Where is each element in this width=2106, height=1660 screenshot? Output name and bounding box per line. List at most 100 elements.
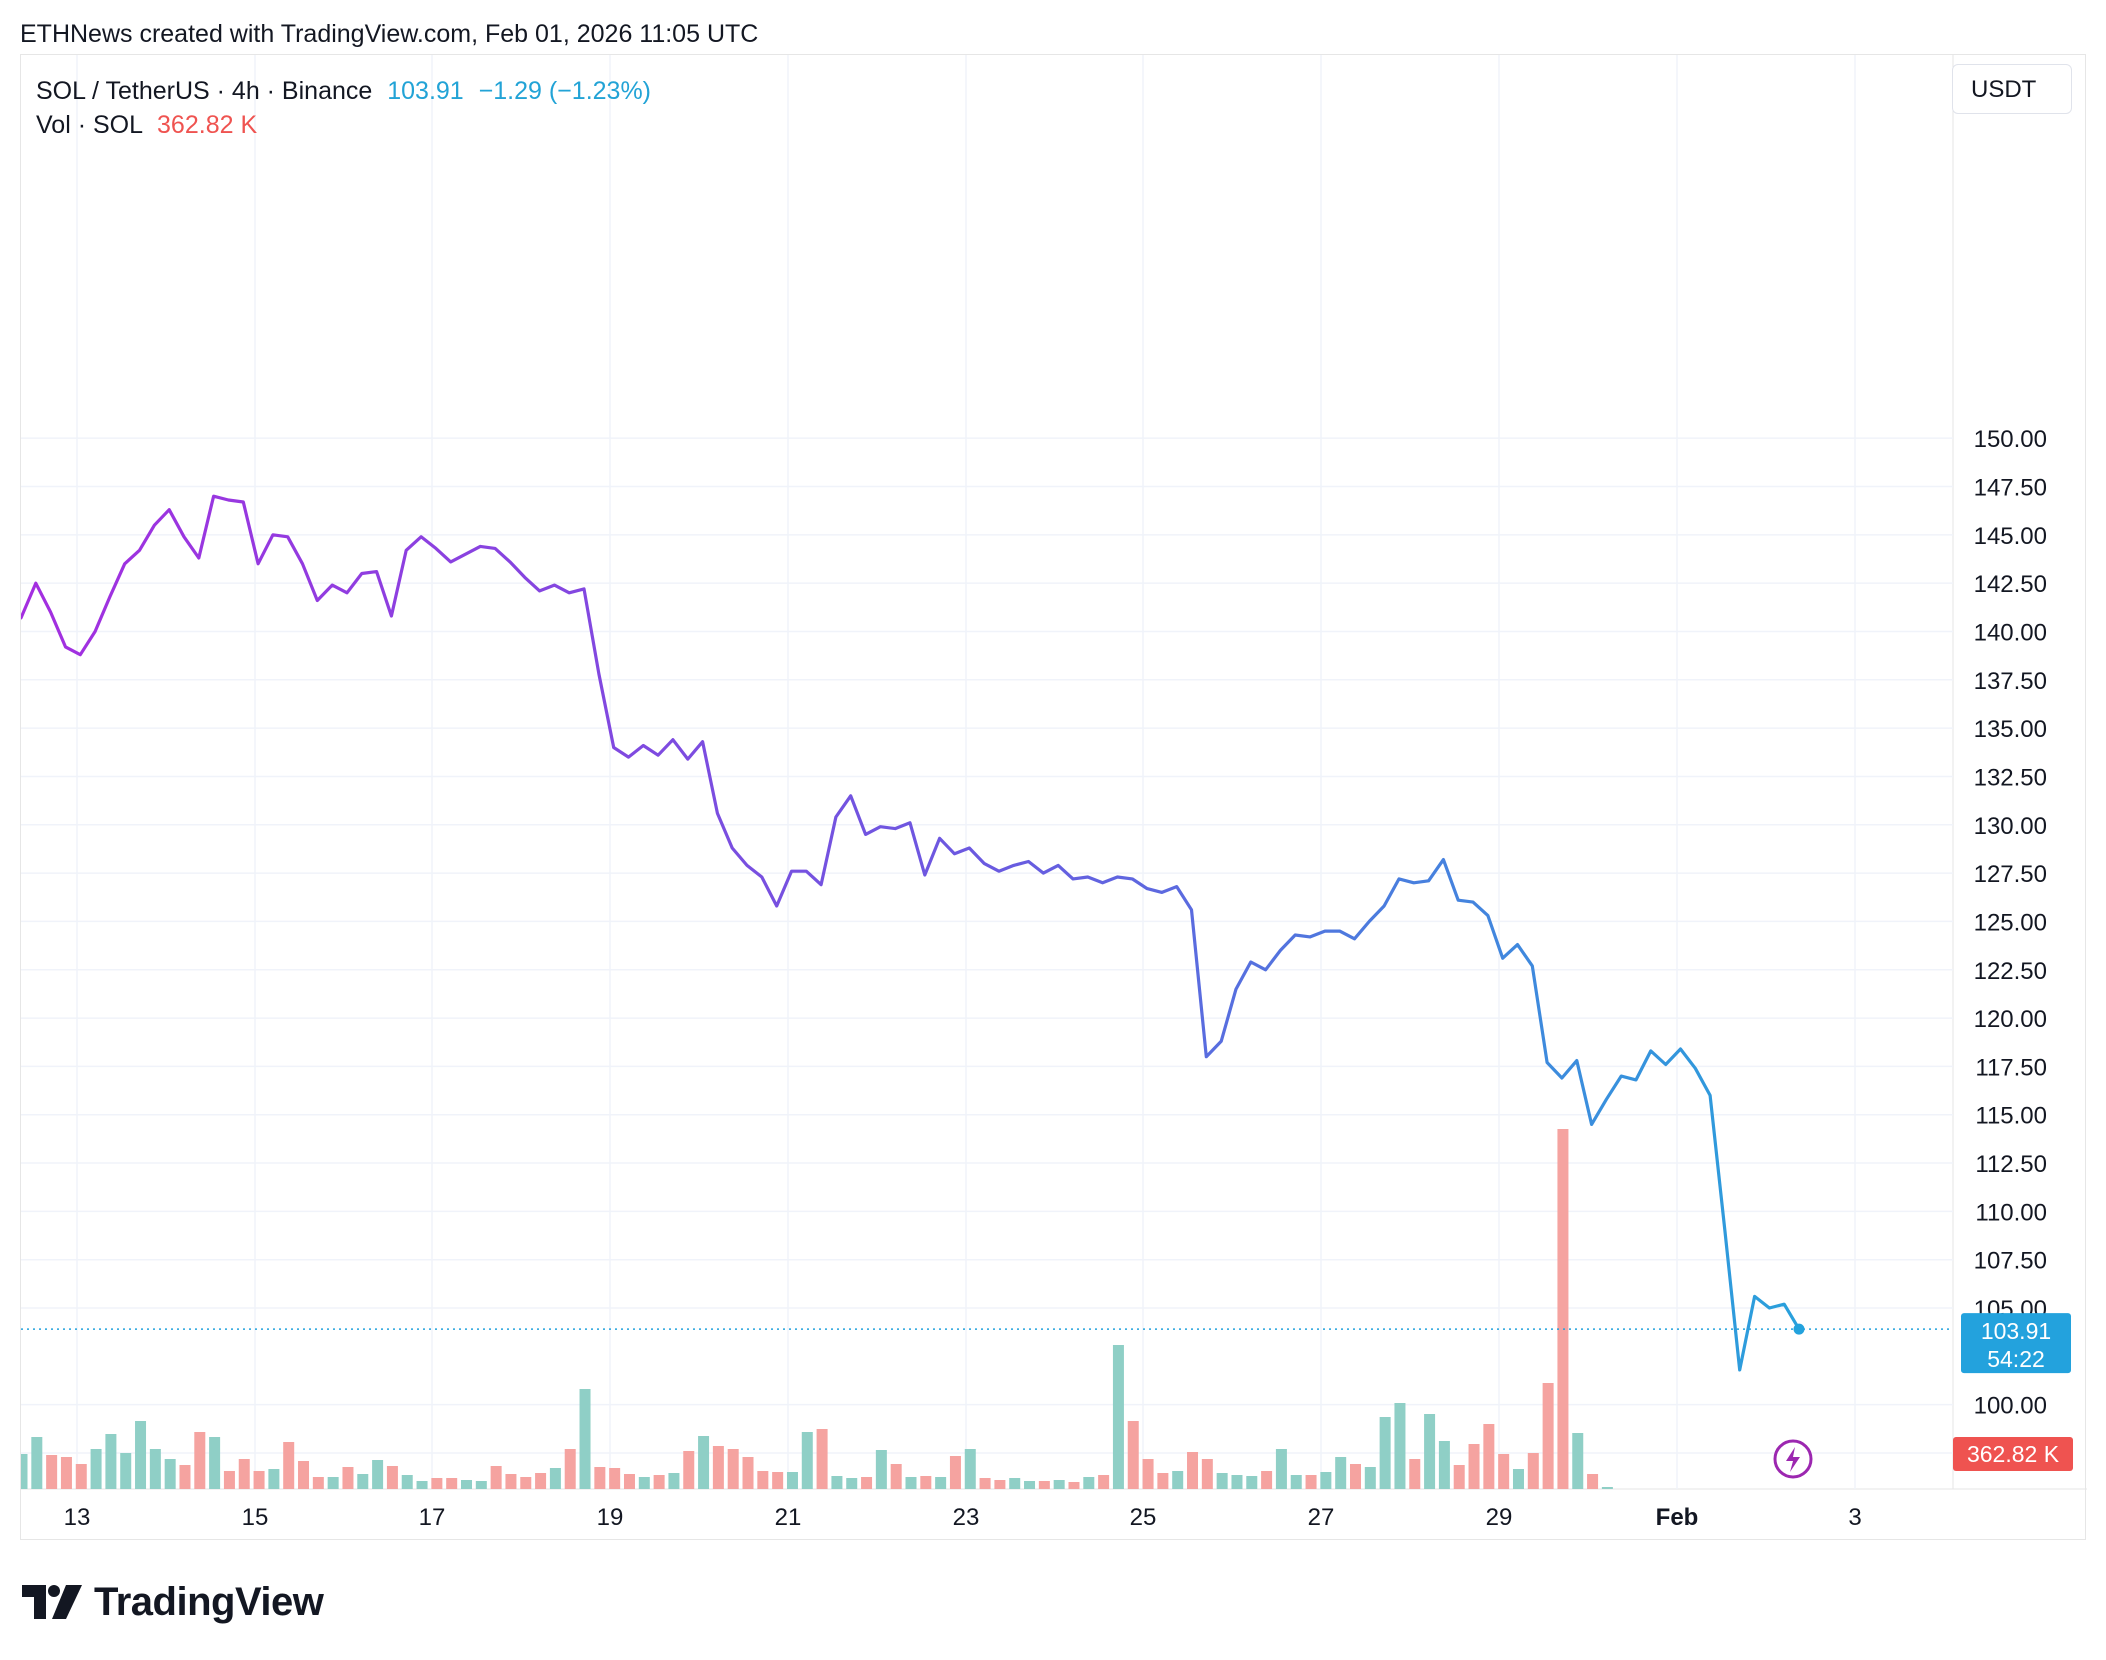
volume-bar <box>120 1453 132 1489</box>
volume-bar <box>816 1429 828 1489</box>
volume-bar <box>801 1432 813 1489</box>
volume-bar <box>135 1421 147 1489</box>
volume-bar <box>1201 1459 1213 1489</box>
volume-bar <box>609 1468 621 1489</box>
y-tick-label: 112.50 <box>1975 1151 2047 1178</box>
volume-bar <box>209 1437 221 1489</box>
y-tick-label: 125.00 <box>1974 909 2047 936</box>
volume-bar <box>490 1466 502 1489</box>
volume-bar <box>1394 1403 1406 1489</box>
volume-bar <box>90 1449 102 1489</box>
y-tick-label: 137.50 <box>1974 668 2047 695</box>
chart-legend: SOL / TetherUS · 4h · Binance 103.91 −1.… <box>36 74 651 142</box>
volume-bar <box>623 1474 635 1489</box>
y-tick-label: 120.00 <box>1974 1006 2047 1033</box>
volume-bar <box>1127 1421 1139 1489</box>
last-price-tag-value: 103.91 <box>1981 1318 2051 1344</box>
volume-bar <box>549 1468 561 1489</box>
bar-countdown: 54:22 <box>1987 1346 2045 1372</box>
y-tick-label: 127.50 <box>1974 861 2047 888</box>
legend-symbol[interactable]: SOL / TetherUS · 4h · Binance <box>36 77 373 105</box>
volume-bar <box>520 1477 532 1489</box>
volume-bar <box>1053 1480 1065 1489</box>
volume-bar <box>386 1466 398 1489</box>
volume-bar <box>1379 1417 1391 1489</box>
tradingview-logo[interactable]: TradingView <box>22 1580 324 1624</box>
volume-bar <box>401 1475 413 1489</box>
volume-bar <box>1246 1476 1258 1489</box>
volume-bar <box>268 1469 280 1489</box>
volume-bar <box>31 1437 43 1489</box>
volume-bar <box>1216 1473 1228 1489</box>
volume-bar <box>1587 1474 1599 1489</box>
x-tick-label: 17 <box>419 1504 446 1531</box>
x-tick-label: 25 <box>1130 1504 1157 1531</box>
volume-bar <box>905 1477 917 1489</box>
y-tick-label: 115.00 <box>1975 1103 2047 1130</box>
currency-unit-button[interactable]: USDT <box>1952 64 2072 114</box>
volume-bar <box>372 1460 384 1489</box>
volume-bar <box>1572 1433 1584 1489</box>
volume-bar <box>564 1449 576 1489</box>
legend-volume-label[interactable]: Vol · SOL <box>36 111 143 139</box>
volume-bar <box>1350 1464 1361 1489</box>
volume-bar <box>298 1461 310 1489</box>
volume-bar <box>890 1464 902 1489</box>
volume-bar <box>416 1481 428 1489</box>
volume-bar <box>1083 1477 1095 1489</box>
volume-bar <box>327 1477 339 1489</box>
y-tick-label: 107.50 <box>1974 1248 2047 1275</box>
volume-bar <box>1453 1465 1465 1489</box>
x-tick-label: 13 <box>64 1504 91 1531</box>
volume-bar <box>535 1473 547 1489</box>
volume-bar <box>1112 1345 1124 1489</box>
y-tick-label: 122.50 <box>1974 958 2047 985</box>
volume-bar <box>194 1432 206 1489</box>
volume-bar <box>1157 1473 1169 1489</box>
volume-bar <box>920 1476 932 1489</box>
volume-bar <box>668 1473 680 1489</box>
volume-bar <box>935 1477 947 1489</box>
chart-area[interactable]: 97.50100.00105.00107.50110.00112.50115.0… <box>20 54 2087 1540</box>
volume-bar <box>1068 1482 1080 1489</box>
chart-credit: ETHNews created with TradingView.com, Fe… <box>20 20 759 48</box>
volume-tag <box>1953 1437 2073 1471</box>
volume-bar <box>994 1480 1006 1489</box>
volume-bar <box>698 1436 710 1489</box>
volume-bar <box>1320 1472 1332 1489</box>
y-tick-label: 110.00 <box>1975 1199 2047 1226</box>
volume-bar <box>342 1467 354 1489</box>
last-price-point <box>1793 1323 1805 1335</box>
volume-bar <box>772 1472 784 1489</box>
legend-last-price: 103.91 <box>387 77 464 105</box>
volume-bar <box>1275 1449 1287 1489</box>
volume-bar <box>727 1449 739 1489</box>
volume-bar <box>1424 1414 1436 1489</box>
volume-bar <box>653 1475 665 1489</box>
volume-bar <box>475 1481 487 1489</box>
volume-bar <box>446 1478 458 1489</box>
y-tick-label: 117.50 <box>1975 1054 2047 1081</box>
legend-change: −1.29 (−1.23%) <box>478 77 651 105</box>
lightning-bolt-icon <box>1786 1447 1800 1472</box>
volume-bar <box>1527 1453 1539 1489</box>
y-tick-label: 147.50 <box>1974 475 2047 502</box>
volume-bar <box>75 1464 87 1489</box>
volume-bar <box>1512 1469 1524 1489</box>
volume-bar <box>1557 1129 1569 1489</box>
volume-bar <box>60 1457 72 1489</box>
y-tick-label: 145.00 <box>1974 523 2047 550</box>
volume-bar <box>164 1459 176 1489</box>
y-tick-label: 150.00 <box>1974 426 2047 453</box>
volume-bar <box>238 1459 250 1489</box>
x-tick-label: 29 <box>1486 1504 1513 1531</box>
x-tick-label: 19 <box>597 1504 624 1531</box>
volume-bar <box>253 1471 265 1489</box>
volume-bar <box>461 1480 472 1489</box>
volume-bar <box>1142 1459 1154 1489</box>
volume-bar <box>1468 1444 1480 1489</box>
y-tick-label: 140.00 <box>1974 619 2047 646</box>
volume-bar <box>831 1476 843 1489</box>
volume-bar <box>1172 1471 1184 1489</box>
x-tick-label: 15 <box>242 1504 269 1531</box>
